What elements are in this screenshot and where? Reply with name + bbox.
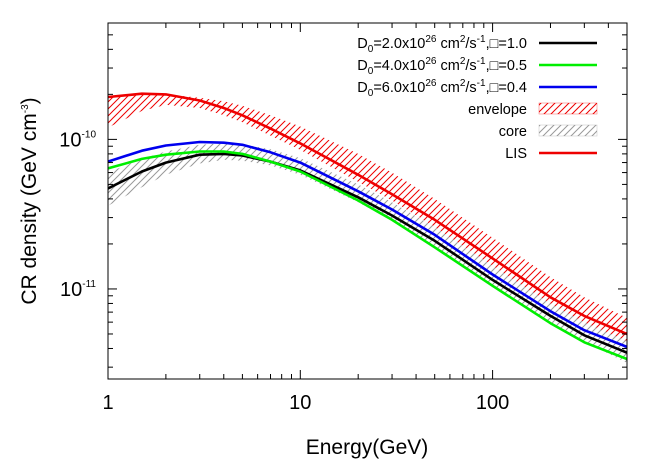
y-tick-label: 10-10 xyxy=(59,129,96,151)
x-tick-label: 100 xyxy=(476,392,509,414)
series-line-2 xyxy=(108,150,627,361)
legend-swatch-band xyxy=(538,124,598,137)
y-tick-label: 10-11 xyxy=(60,279,96,301)
legend-label: envelope xyxy=(468,102,527,118)
x-tick-label: 10 xyxy=(289,392,311,414)
x-tick-label: 1 xyxy=(102,392,113,414)
legend: D0=2.0x1026 cm2/s-1,□=1.0D0=4.0x1026 cm2… xyxy=(357,34,598,162)
legend-label: core xyxy=(499,124,527,140)
legend-swatch-band xyxy=(538,102,598,115)
legend-label: D0=4.0x1026 cm2/s-1,□=0.5 xyxy=(357,56,527,77)
x-axis-label: Energy(GeV) xyxy=(306,436,429,459)
series-line-4 xyxy=(108,92,627,336)
legend-label: D0=6.0x1026 cm2/s-1,□=0.4 xyxy=(357,78,527,99)
legend-label: LIS xyxy=(505,146,527,162)
series-line-3 xyxy=(108,140,627,349)
legend-label: D0=2.0x1026 cm2/s-1,□=1.0 xyxy=(357,34,527,55)
plot-frame xyxy=(107,22,628,380)
y-axis-label: CR density (GeV cm-3) xyxy=(18,97,41,304)
